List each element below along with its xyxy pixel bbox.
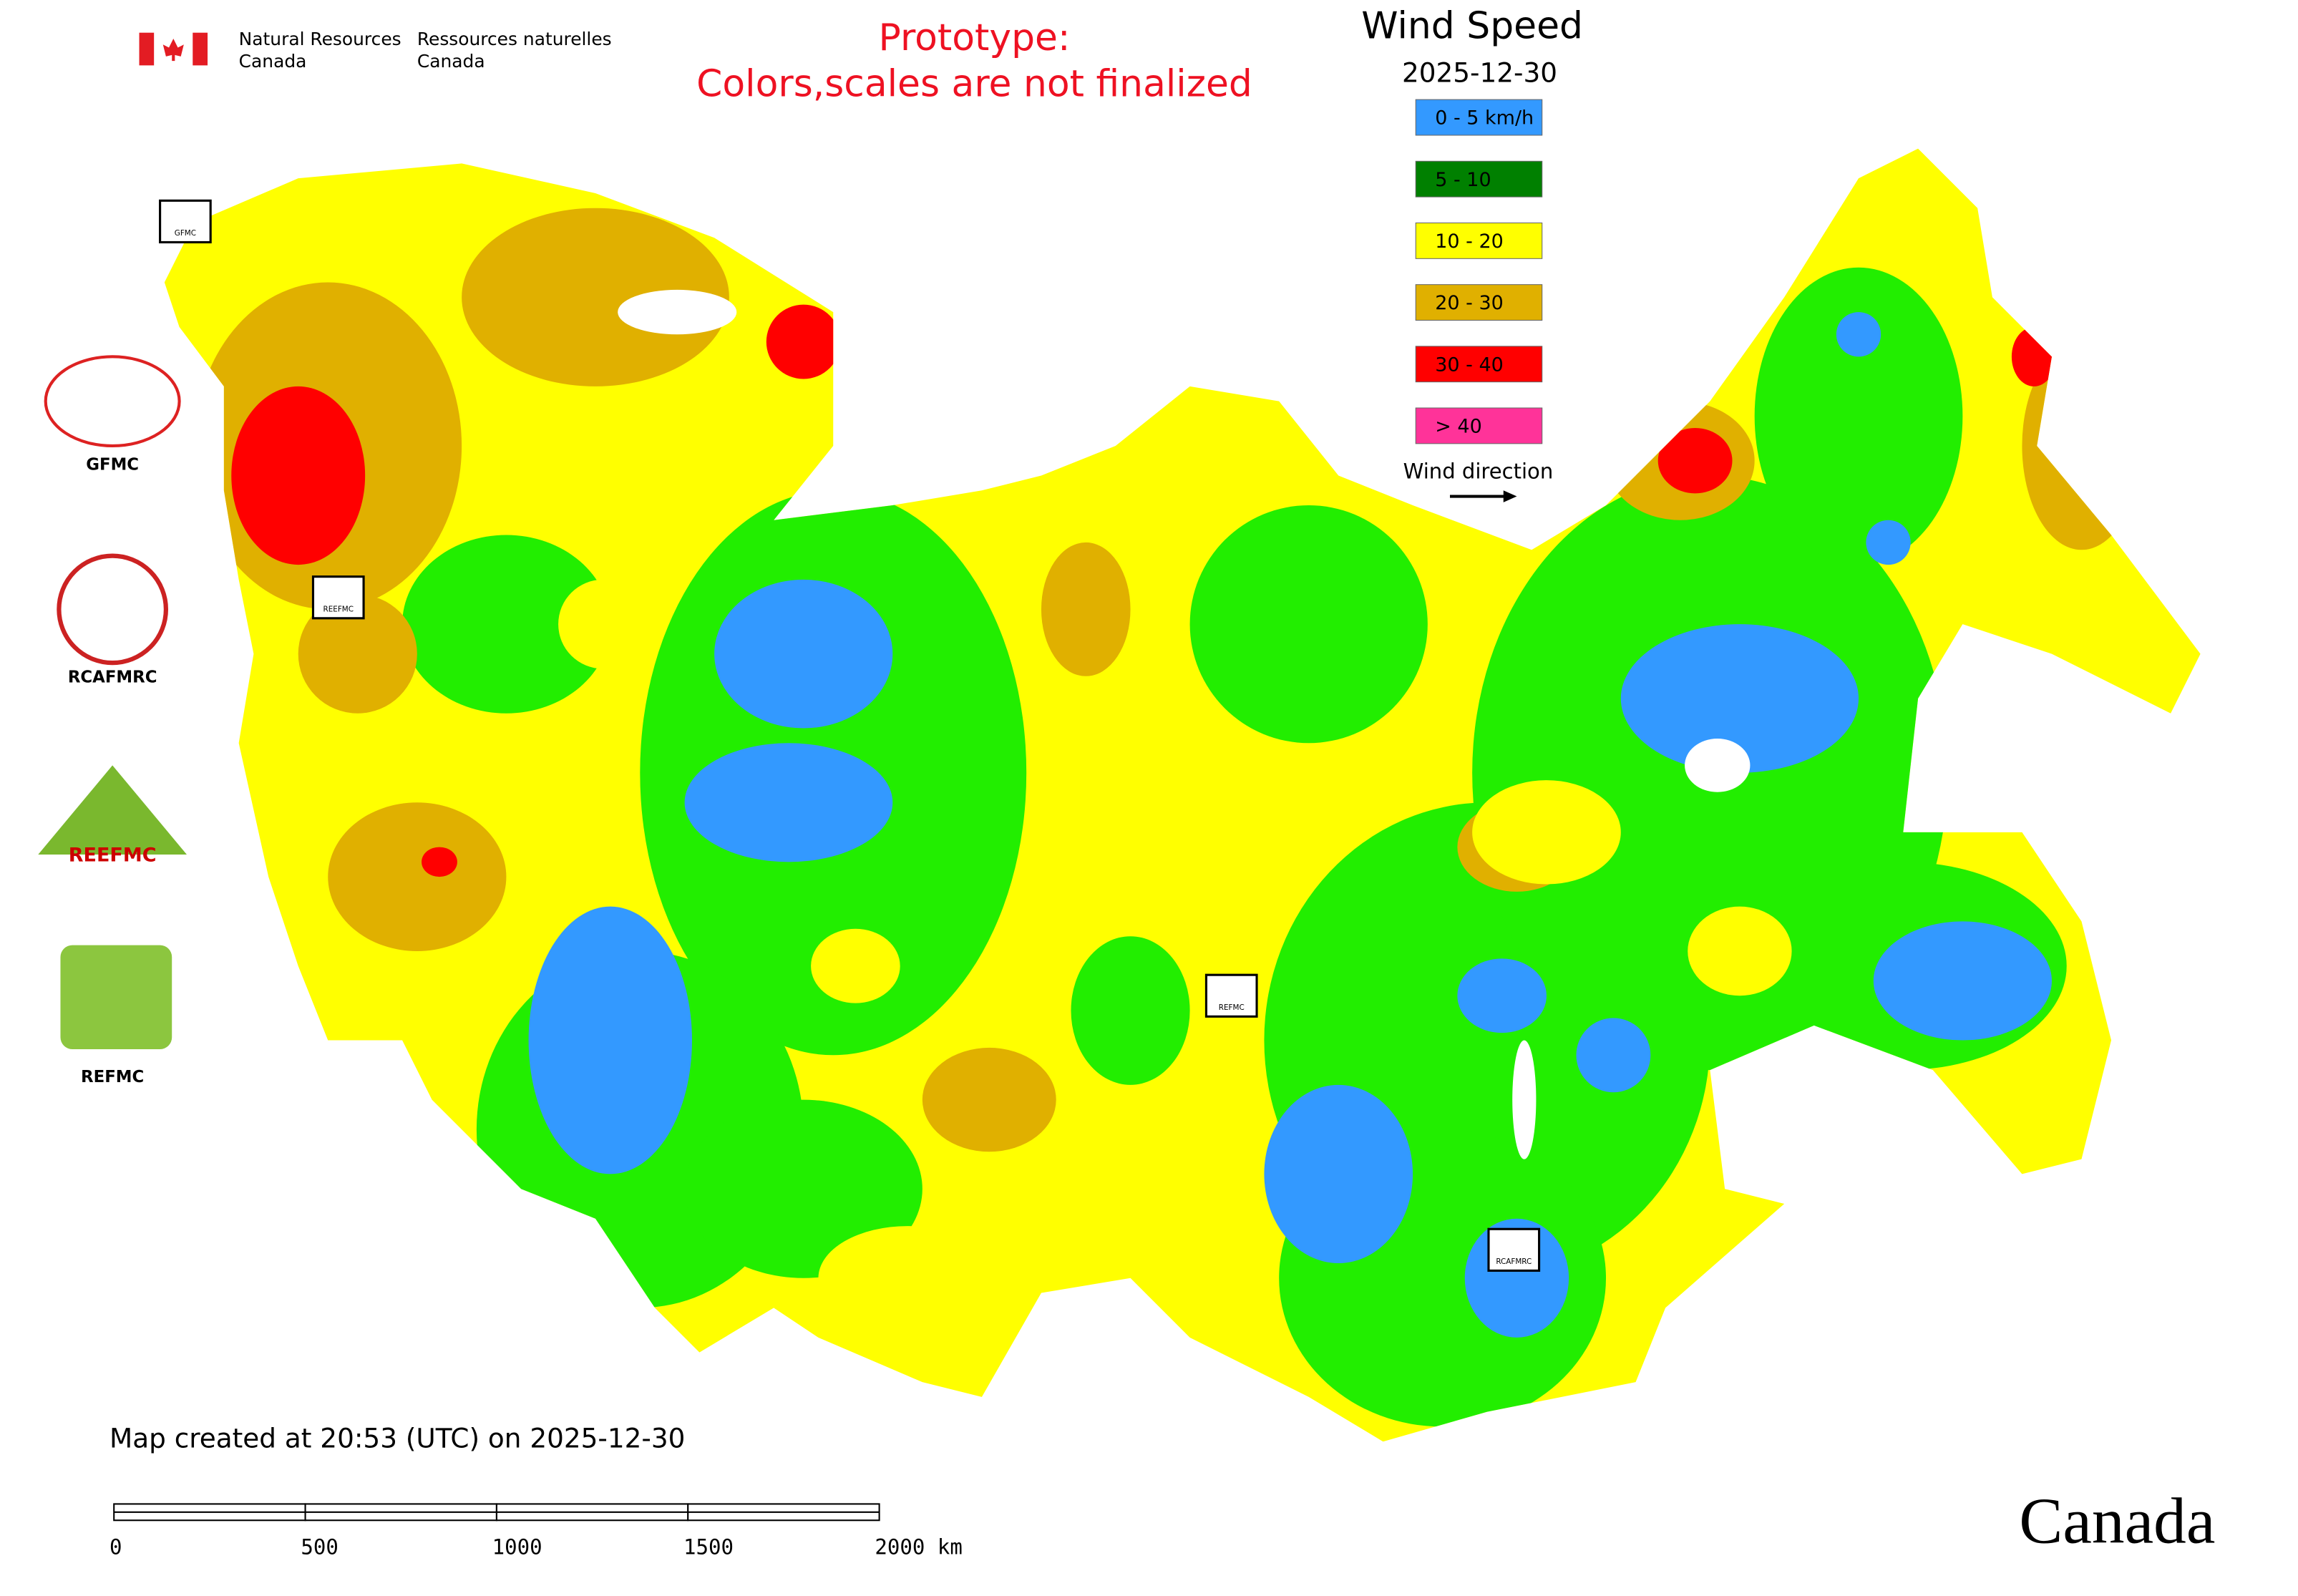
legend-label: 5 - 10 xyxy=(1435,169,1491,191)
wind-direction-label: Wind direction xyxy=(1403,459,1554,483)
scale-label: 0 xyxy=(109,1535,122,1559)
legend-swatch xyxy=(1415,160,1543,198)
wind-zone xyxy=(1189,505,1428,744)
logo-rcafmrc xyxy=(57,553,169,666)
wind-zone xyxy=(1873,921,2052,1041)
map-date: 2025-12-30 xyxy=(1402,57,1557,88)
wind-zone xyxy=(462,208,729,386)
legend-swatch xyxy=(1415,284,1543,321)
canada-wordmark: Canada xyxy=(2019,1485,2215,1557)
wind-zone xyxy=(1754,267,1963,565)
flag-right xyxy=(193,32,208,66)
wind-zone xyxy=(1688,906,1792,996)
dept-fr: Canada xyxy=(417,51,485,72)
scale-label: 1500 xyxy=(683,1535,734,1559)
wind-zone xyxy=(1071,936,1190,1085)
wind-zone xyxy=(328,802,507,951)
lake xyxy=(1512,1040,1537,1159)
wind-zone xyxy=(528,906,692,1174)
dept-en: Natural Resources xyxy=(239,29,401,49)
wind-zone xyxy=(1041,542,1131,676)
scale-label: 1000 xyxy=(492,1535,542,1559)
wind-zone xyxy=(1620,624,1859,773)
wind-zone xyxy=(684,743,893,862)
logo-reefmc xyxy=(38,765,187,855)
wind-zone xyxy=(1457,958,1547,1033)
dept-fr: Ressources naturelles xyxy=(417,29,612,49)
wind-zone xyxy=(714,579,893,729)
legend-swatch xyxy=(1415,346,1543,383)
wind-zone xyxy=(422,847,457,877)
wind-zone xyxy=(1866,520,1911,565)
header: Natural Resources Canada Ressources natu… xyxy=(109,4,2215,1557)
legend-label: 0 - 5 km/h xyxy=(1435,107,1534,130)
wind-zone xyxy=(1472,780,1621,885)
marker-label: GFMC xyxy=(175,229,196,238)
legend-swatch xyxy=(1415,99,1543,136)
logo-label: REFMC xyxy=(81,1068,144,1086)
wind-zone xyxy=(1657,428,1733,494)
wind-zone xyxy=(811,928,900,1003)
marker-box xyxy=(1204,973,1258,1018)
logo-gfmc xyxy=(44,355,181,448)
created-note: Map created at 20:53 (UTC) on 2025-12-30 xyxy=(109,1423,685,1454)
wind-zone xyxy=(231,386,366,565)
legend-label: 30 - 40 xyxy=(1435,354,1504,376)
legend-swatch xyxy=(1415,222,1543,259)
logo-refmc xyxy=(60,945,172,1050)
maple-leaf xyxy=(162,38,184,62)
marker-label: REEFMC xyxy=(323,605,354,613)
map-title: Wind Speed xyxy=(1361,4,1583,47)
legend-label: > 40 xyxy=(1435,415,1482,437)
marker-label: REFMC xyxy=(1219,1003,1245,1012)
wind-zone xyxy=(2011,326,2057,386)
flag-left xyxy=(139,32,155,66)
lake xyxy=(1685,739,1751,792)
wind-arrow-head xyxy=(1503,490,1517,502)
wind-zone xyxy=(922,1047,1056,1152)
logo-label: GFMC xyxy=(86,455,139,474)
wind-zone xyxy=(1576,1018,1651,1093)
wind-zone xyxy=(1836,312,1881,357)
scale-label: 500 xyxy=(301,1535,339,1559)
wind-zone xyxy=(818,1226,997,1330)
dept-en: Canada xyxy=(239,51,307,72)
notice: Colors,scales are not finalized xyxy=(696,62,1252,105)
logo-label: RCAFMRC xyxy=(68,668,157,686)
marker-box xyxy=(311,575,365,620)
legend-label: 20 - 30 xyxy=(1435,292,1504,314)
wind-zone xyxy=(1264,1084,1413,1264)
wind-zone xyxy=(766,304,841,379)
lake xyxy=(618,289,737,335)
wind-zone xyxy=(402,535,610,714)
marker-box xyxy=(1487,1227,1541,1272)
notice: Prototype: xyxy=(879,16,1071,59)
marker-box xyxy=(159,199,212,244)
marker-label: RCAFMRC xyxy=(1496,1257,1532,1266)
scale-label: 2000 km xyxy=(875,1535,962,1559)
wind-zone xyxy=(298,594,417,714)
logo-label: REEFMC xyxy=(69,845,157,867)
legend-label: 10 - 20 xyxy=(1435,230,1504,253)
legend-swatch xyxy=(1415,407,1543,444)
wind-zone xyxy=(558,579,648,669)
